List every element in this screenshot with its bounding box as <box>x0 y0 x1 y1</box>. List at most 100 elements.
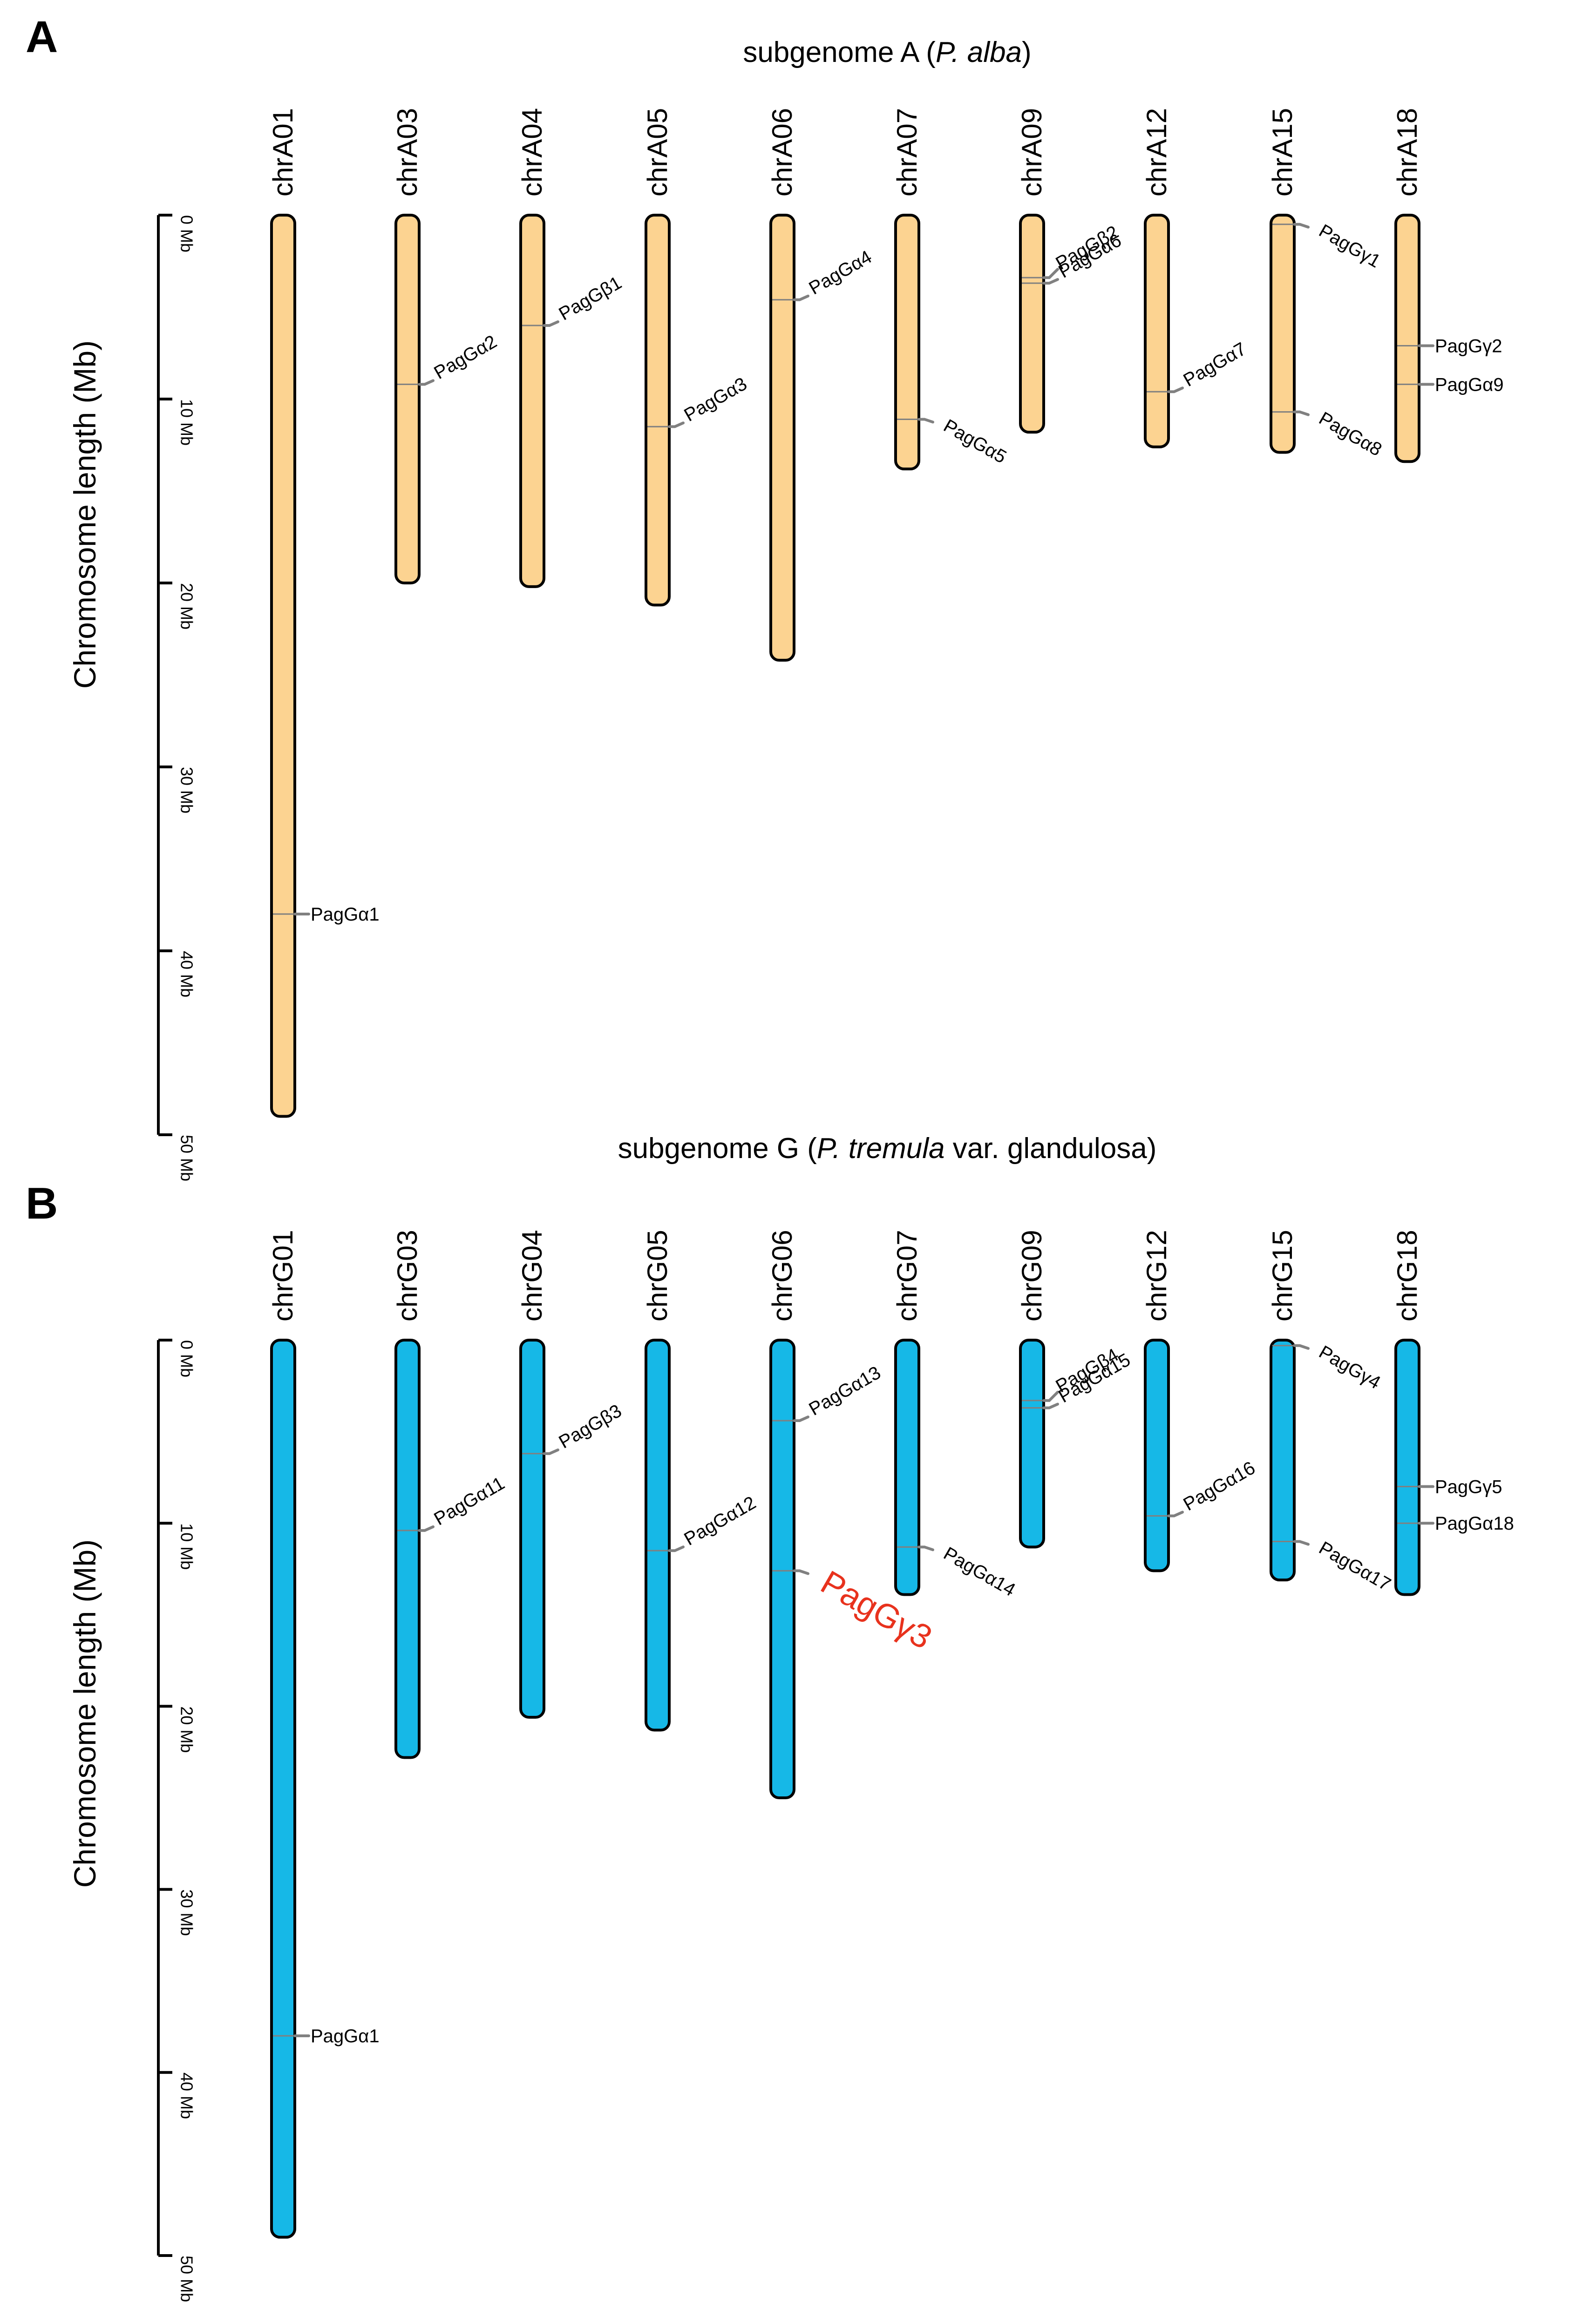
chromosome-chrG07: chrG07 PagGα14 <box>891 1230 1019 1600</box>
chromosome-bar <box>394 1339 421 1759</box>
tick-label: 10 Mb <box>177 1523 196 1570</box>
panel-letter: A <box>26 12 58 62</box>
gene-label: PagGβ3 <box>556 1401 625 1453</box>
chromosome-chrA07: chrA07 PagGα5 <box>891 108 1010 471</box>
chromosome-chrG18: chrG18 PagGγ5 PagGα18 <box>1392 1230 1514 1596</box>
gene-label: PagGα2 <box>431 331 501 383</box>
chromosome-chrG01: chrG01 PagGα1 <box>267 1230 380 2239</box>
gene-label: PagGγ5 <box>1435 1477 1502 1497</box>
gene-marker: PagGγ5 <box>1397 1477 1502 1497</box>
chromosome-bar <box>645 1339 671 1732</box>
chromosome-label: chrA06 <box>767 108 798 196</box>
chromosome-bar <box>894 1339 920 1596</box>
tick-label: 30 Mb <box>177 1890 196 1936</box>
chromosome-bar <box>519 214 545 588</box>
gene-connector <box>543 320 559 327</box>
tick-label: 0 Mb <box>177 1340 196 1377</box>
gene-label: PagGγ2 <box>1435 336 1502 356</box>
gene-label: PagGα1 <box>311 904 380 925</box>
chromosome-label: chrG01 <box>267 1230 299 1321</box>
chromosome-group: chrG01PagGα1chrG03PagGα11chrG04PagGβ3chr… <box>267 1230 1514 2239</box>
gene-connector <box>1293 223 1310 229</box>
chromosome-bar <box>394 214 421 584</box>
chromosome-bar <box>1019 214 1045 434</box>
gene-label: PagGα1 <box>311 2026 380 2046</box>
gene-marker: PagGα1 <box>273 904 380 925</box>
chromosome-label: chrG15 <box>1267 1230 1298 1321</box>
chromosome-bar <box>1144 214 1170 448</box>
gene-connector <box>1042 268 1059 279</box>
gene-marker: PagGα18 <box>1397 1513 1514 1534</box>
chromosome-chrA03: chrA03 PagGα2 <box>392 108 501 584</box>
gene-label: PagGα17 <box>1316 1538 1394 1595</box>
gene-connector <box>1293 410 1310 416</box>
chromosome-bar <box>1394 1339 1420 1596</box>
chromosome-chrG12: chrG12 PagGα16 <box>1141 1230 1259 1572</box>
panel-letter: B <box>26 1179 58 1228</box>
chromosome-bar <box>1270 1339 1296 1582</box>
panel-title: subgenome G (P. tremula var. glandulosa) <box>618 1132 1157 1165</box>
chromosome-bar <box>1394 214 1420 463</box>
chromosome-chrA05: chrA05 PagGα3 <box>642 108 750 607</box>
tick-label: 20 Mb <box>177 583 196 630</box>
gene-label: PagGα5 <box>940 415 1010 468</box>
gene-connector <box>793 1569 809 1575</box>
gene-connector <box>1042 1390 1059 1402</box>
chromosome-label: chrA18 <box>1392 108 1423 196</box>
panel-title: subgenome A (P. alba) <box>743 36 1031 68</box>
chromosome-group: chrA01PagGα1chrA03PagGα2chrA04PagGβ1chrA… <box>267 108 1504 1118</box>
gene-connector <box>1293 1344 1310 1350</box>
chromosome-chrG15: chrG15 PagGγ4 PagGα17 <box>1267 1230 1394 1595</box>
gene-label: PagGα4 <box>806 247 876 299</box>
chromosome-label: chrG07 <box>891 1230 923 1321</box>
chromosome-label: chrA07 <box>891 108 923 196</box>
chromosome-label: chrG04 <box>516 1230 548 1321</box>
chromosome-chrA04: chrA04 PagGβ1 <box>516 108 625 588</box>
chromosome-chrA18: chrA18 PagGγ2 PagGα9 <box>1392 108 1504 463</box>
chromosome-bar <box>1144 1339 1170 1572</box>
tick-label: 30 Mb <box>177 767 196 813</box>
chromosome-label: chrA15 <box>1267 108 1298 196</box>
gene-label: PagGα12 <box>681 1492 760 1550</box>
chromosome-bar <box>894 214 920 471</box>
gene-marker: PagGα9 <box>1397 374 1504 395</box>
chromosome-label: chrA03 <box>392 108 423 196</box>
chromosome-chrA06: chrA06 PagGα4 <box>767 108 876 662</box>
gene-label: PagGα18 <box>1435 1513 1514 1534</box>
chromosome-label: chrG06 <box>767 1230 798 1321</box>
panel-b: B subgenome G (P. tremula var. glandulos… <box>26 1132 1514 2302</box>
chromosome-chrA12: chrA12 PagGα7 <box>1141 108 1250 448</box>
gene-label: PagGα8 <box>1316 408 1386 460</box>
gene-connector <box>418 1525 435 1532</box>
gene-label: PagGα9 <box>1435 374 1504 395</box>
gene-connector <box>1042 278 1059 285</box>
y-axis: 0 Mb 10 Mb 20 Mb 30 Mb 40 Mb 50 Mb <box>157 1339 196 2302</box>
gene-connector <box>668 421 685 428</box>
gene-label: PagGβ1 <box>556 272 625 325</box>
gene-marker: PagGγ2 <box>1397 336 1502 356</box>
chromosome-chrA01: chrA01 PagGα1 <box>267 108 380 1118</box>
gene-connector <box>917 1545 934 1552</box>
chromosome-label: chrG12 <box>1141 1230 1172 1321</box>
tick-label: 50 Mb <box>177 1135 196 1181</box>
y-axis-title: Chromosome length (Mb) <box>68 340 102 689</box>
gene-connector <box>1167 1511 1184 1518</box>
chromosome-bar <box>645 214 671 607</box>
gene-connector <box>793 294 809 301</box>
chromosome-chrG04: chrG04 PagGβ3 <box>516 1230 625 1719</box>
chromosome-label: chrA12 <box>1141 108 1172 196</box>
chromosome-label: chrG18 <box>1392 1230 1423 1321</box>
gene-label: PagGα11 <box>431 1473 509 1530</box>
panel-a: A subgenome A (P. alba) Chromosome lengt… <box>26 12 1504 1181</box>
gene-connector <box>917 418 934 424</box>
gene-label: PagGα16 <box>1180 1457 1259 1515</box>
tick-label: 10 Mb <box>177 399 196 446</box>
chromosome-label: chrG09 <box>1016 1230 1047 1321</box>
gene-label: PagGγ1 <box>1316 220 1384 271</box>
tick-label: 20 Mb <box>177 1706 196 1753</box>
chromosome-label: chrA04 <box>516 108 548 196</box>
gene-connector <box>1042 1403 1059 1409</box>
chromosome-label: chrA01 <box>267 108 299 196</box>
